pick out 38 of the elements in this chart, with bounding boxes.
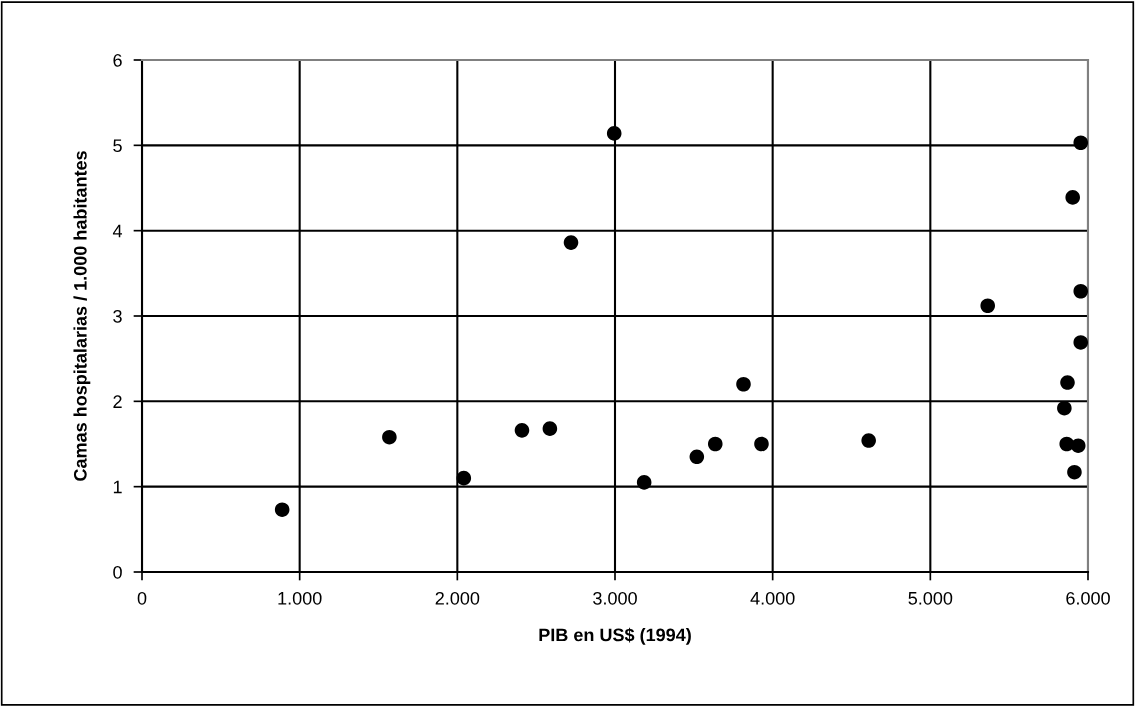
y-tick-label: 4: [112, 224, 123, 238]
y-tick-label: 3: [113, 309, 122, 323]
point: [456, 470, 472, 486]
point: [861, 433, 876, 448]
point: [1065, 190, 1080, 205]
x-tick-label: 1.000: [278, 591, 322, 605]
x-tick-label: 6.000: [1066, 591, 1110, 605]
point: [689, 449, 705, 465]
point: [274, 502, 290, 517]
point: [1073, 135, 1089, 151]
y-tick-label: 0: [113, 565, 122, 579]
x-axis-title: PIB en US$ (1994): [539, 627, 691, 645]
point: [514, 423, 530, 438]
point: [754, 436, 769, 452]
x-tick-label: 2.000: [435, 591, 480, 605]
point: [980, 298, 996, 314]
point: [736, 376, 751, 392]
point: [1073, 335, 1089, 350]
point: [606, 126, 622, 141]
y-tick-label: 6: [113, 53, 122, 67]
point: [1073, 283, 1089, 299]
x-tick-label: 5.000: [908, 591, 953, 605]
y-tick-label: 2: [113, 395, 122, 408]
point: [1060, 375, 1075, 390]
x-tick-label: 0: [137, 591, 147, 605]
point: [382, 429, 397, 445]
point: [636, 475, 652, 490]
point: [707, 436, 723, 452]
x-tick-label: 3.000: [593, 591, 637, 605]
point: [563, 235, 579, 250]
x-tick-label: 4.000: [750, 591, 795, 605]
y-tick-label: 1: [113, 480, 122, 494]
y-axis-title: Camas hospitalarias / 1.000 habitantes: [73, 151, 91, 481]
point: [1057, 400, 1072, 416]
point: [1070, 438, 1086, 453]
y-tick-label: 5: [113, 139, 122, 153]
point: [542, 421, 558, 436]
point: [1067, 464, 1082, 480]
